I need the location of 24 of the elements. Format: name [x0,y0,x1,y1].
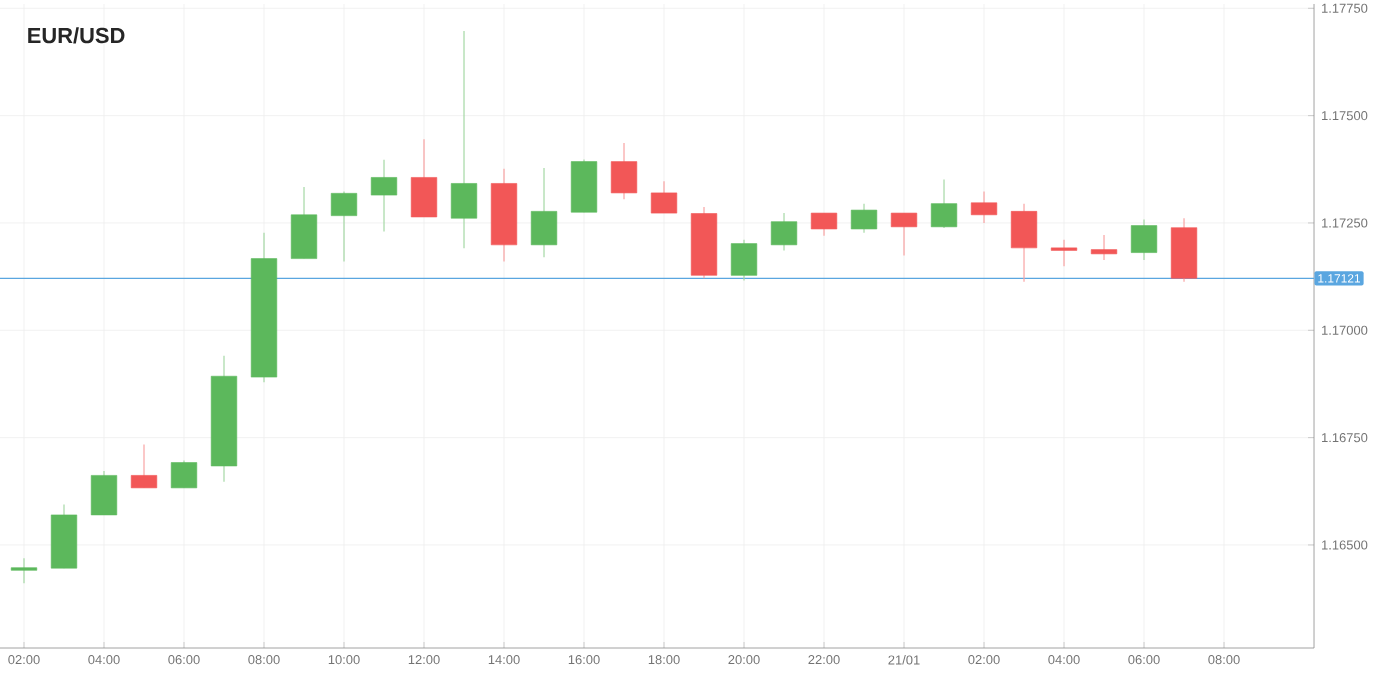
candlestick [450,30,478,249]
candlestick [890,212,918,257]
candlestick [970,191,998,224]
candlestick [290,186,318,260]
candlestick [730,239,758,282]
candlestick [370,159,398,233]
candlestick [130,443,158,489]
candlestick [1090,234,1118,261]
candlestick [930,178,958,229]
candlestick [650,180,678,214]
candlestick [610,142,638,200]
candlestick [170,459,198,489]
candlestick [10,557,38,584]
candlestick [1010,203,1038,283]
candlestick [810,212,838,237]
candlestick [850,203,878,234]
candlestick [1050,239,1078,267]
candlestick [330,191,358,263]
candlestick [1130,218,1158,261]
candlestick [90,470,118,516]
candlestick [410,138,438,218]
candlestick [530,167,558,258]
text: EUR/USD [28,27,125,44]
candlestick [770,212,798,252]
